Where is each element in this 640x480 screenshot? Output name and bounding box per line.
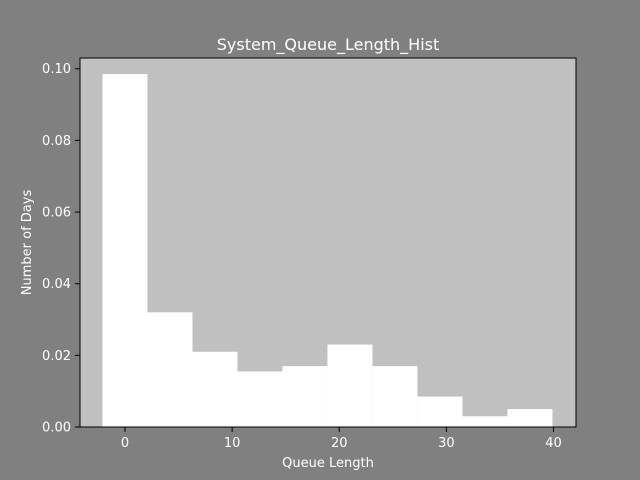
histogram-bar-9 (507, 409, 553, 427)
plot-frame (79, 57, 577, 428)
histogram-bar-2 (192, 351, 238, 427)
histogram-bar-5 (327, 344, 373, 427)
x-tick-label-4: 40 (545, 436, 562, 451)
histogram-bar-6 (372, 366, 418, 427)
histogram-bar-3 (237, 371, 283, 427)
histogram-bar-4 (282, 366, 328, 427)
histogram-bar-1 (147, 312, 193, 427)
histogram-bar-7 (417, 396, 463, 427)
x-tick-label-3: 30 (438, 436, 455, 451)
y-tick-label-3: 0.06 (42, 206, 71, 221)
y-tick-label-4: 0.08 (42, 134, 71, 149)
y-tick-label-1: 0.02 (42, 349, 71, 364)
y-axis-label: Number of Days (20, 190, 35, 296)
y-axis-ticks: 0.00 0.02 0.04 0.06 0.08 0.10 (42, 62, 80, 436)
y-tick-label-5: 0.10 (42, 62, 71, 77)
x-axis-label: Queue Length (282, 456, 374, 471)
x-axis-ticks: 0 10 20 30 40 (121, 427, 562, 451)
y-tick-label-2: 0.04 (42, 277, 71, 292)
x-tick-label-2: 20 (331, 436, 348, 451)
chart-title: System_Queue_Length_Hist (217, 35, 440, 55)
x-tick-label-0: 0 (121, 436, 129, 451)
histogram-bar-8 (462, 416, 508, 427)
bars-group (102, 74, 553, 427)
y-tick-label-0: 0.00 (42, 421, 71, 436)
histogram-bar-0 (102, 74, 148, 427)
x-tick-label-1: 10 (224, 436, 241, 451)
